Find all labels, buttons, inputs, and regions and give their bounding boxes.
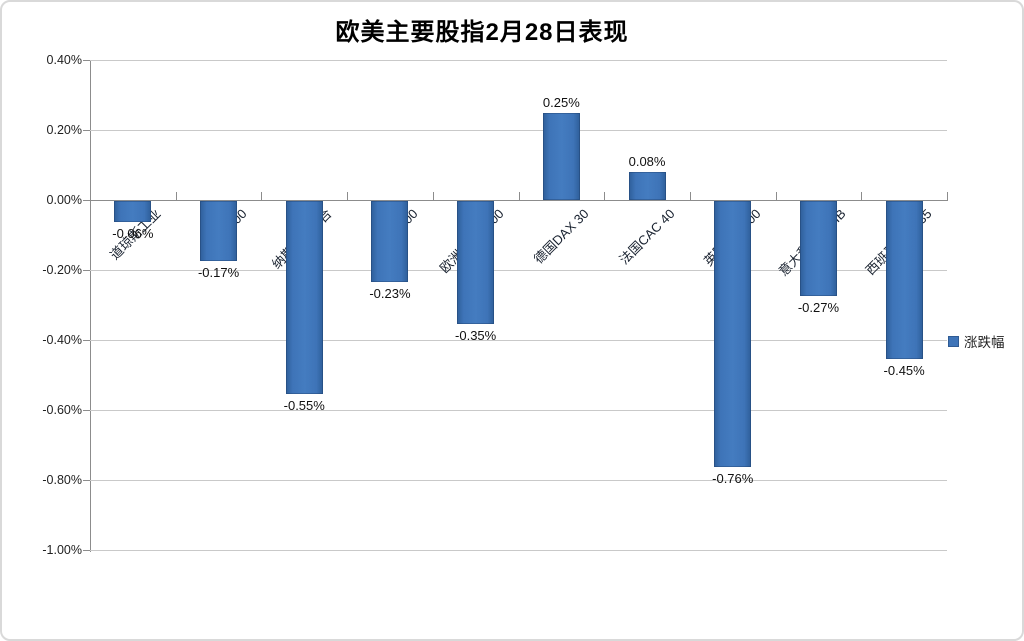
bar-9 xyxy=(799,201,837,296)
category-axis-tick-mark xyxy=(947,192,948,201)
category-axis-tick-mark xyxy=(347,192,349,201)
category-axis-tick-mark xyxy=(261,192,263,201)
data-label: -0.17% xyxy=(197,264,240,280)
chart-title: 欧美主要股指2月28日表现 xyxy=(335,19,629,46)
y-axis-line xyxy=(90,60,91,552)
y-axis-tick-label: 0.00% xyxy=(46,193,82,207)
bar-5 xyxy=(457,201,495,324)
data-label: 0.25% xyxy=(542,94,580,110)
legend: 涨跌幅 xyxy=(948,331,1005,351)
gridline xyxy=(90,340,947,341)
y-axis-tick-label: 0.40% xyxy=(46,53,82,67)
y-axis-tick-mark xyxy=(83,60,90,61)
category-axis-tick-mark xyxy=(90,192,91,201)
y-axis-tick-label: 0.20% xyxy=(46,123,82,137)
bar-7 xyxy=(628,172,666,200)
y-axis-tick-mark xyxy=(83,200,90,201)
y-axis-tick-mark xyxy=(83,550,90,551)
category-axis-tick-mark xyxy=(604,192,606,201)
y-axis-tick-mark xyxy=(83,410,90,411)
data-label: -0.06% xyxy=(112,226,154,241)
y-axis-tick-label: -0.20% xyxy=(42,263,82,277)
data-label: -0.23% xyxy=(369,285,411,301)
legend-label: 涨跌幅 xyxy=(964,335,1005,350)
category-axis-tick-mark xyxy=(775,192,777,201)
category-axis-tick-mark xyxy=(432,192,434,201)
gridline xyxy=(90,550,947,551)
bar-8 xyxy=(714,201,752,467)
gridline xyxy=(90,270,947,271)
data-label: -0.55% xyxy=(283,397,325,413)
plot-area xyxy=(90,60,947,551)
gridline xyxy=(90,60,947,61)
gridline xyxy=(90,410,947,411)
data-label: 0.08% xyxy=(628,154,666,169)
bar-1 xyxy=(114,201,152,222)
y-axis-tick-label: -0.60% xyxy=(42,403,82,417)
category-axis-tick-mark xyxy=(518,192,520,201)
y-axis-tick-mark xyxy=(83,270,90,271)
y-axis-tick-mark xyxy=(83,340,90,341)
data-label: -0.35% xyxy=(455,327,497,343)
data-label: -0.76% xyxy=(712,471,754,486)
legend-marker-icon xyxy=(948,335,959,347)
data-label: -0.27% xyxy=(797,299,840,315)
y-axis-tick-mark xyxy=(83,480,90,481)
gridline xyxy=(90,130,947,131)
y-axis-tick-label: -0.40% xyxy=(42,333,82,347)
y-axis-tick-mark xyxy=(83,130,90,131)
bar-6 xyxy=(542,112,580,200)
gridline xyxy=(90,480,947,481)
y-axis-tick-label: -0.80% xyxy=(42,473,82,487)
category-axis-tick-mark xyxy=(175,192,177,201)
bar-10 xyxy=(885,201,923,359)
y-axis-tick-label: -1.00% xyxy=(42,543,82,557)
bar-2 xyxy=(200,201,238,261)
bar-4 xyxy=(371,201,409,282)
category-axis-tick-mark xyxy=(689,192,691,201)
bar-3 xyxy=(285,201,323,394)
data-label: -0.45% xyxy=(883,362,925,378)
category-axis-tick-mark xyxy=(861,192,863,201)
